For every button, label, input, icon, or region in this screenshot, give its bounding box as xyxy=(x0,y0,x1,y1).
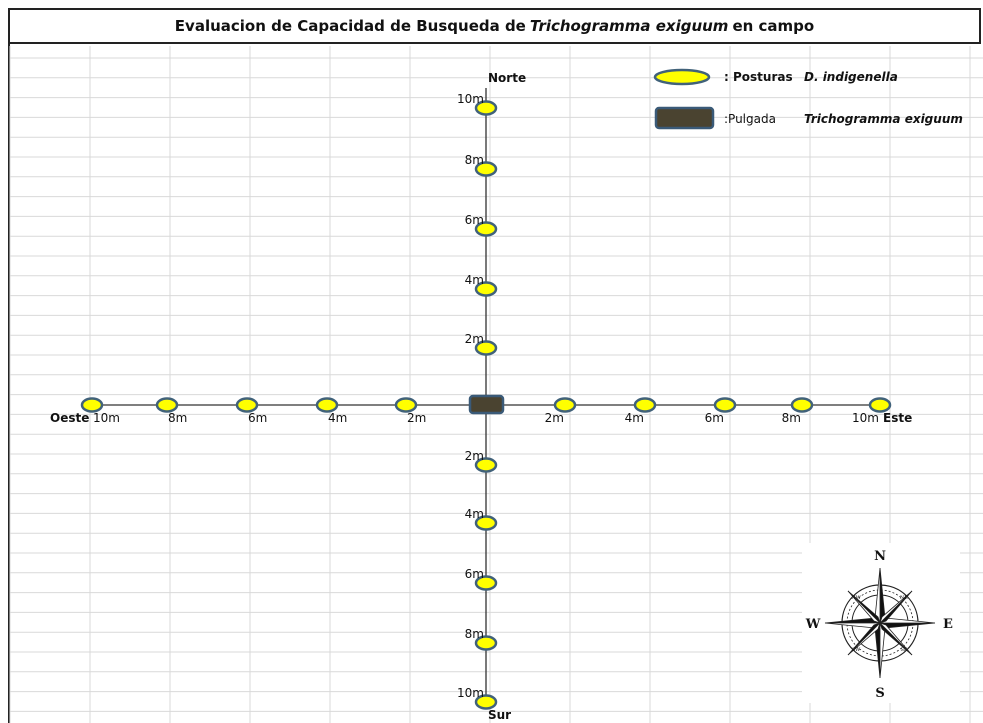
distance-label-north-3: 6m xyxy=(465,213,484,227)
distance-labels: 2m 4m 6m 8m 10m 2m 4m 6m 8m 10m 2m 4m 6m 8m 10m 2m 4m 6m 8… xyxy=(93,92,879,700)
egg-marker-south-4 xyxy=(474,635,498,651)
distance-label-north-2: 4m xyxy=(465,273,484,287)
distance-label-east-3: 6m xyxy=(705,411,724,425)
distance-label-south-4: 8m xyxy=(465,627,484,641)
title-prefix: Evaluacion de Capacidad de Busqueda de xyxy=(174,17,526,35)
distance-label-east-4: 8m xyxy=(782,411,801,425)
title-species: Trichogramma exiguum xyxy=(529,17,729,35)
legend-release-species: Trichogramma exiguum xyxy=(804,112,963,126)
release-point-marker xyxy=(468,394,505,415)
distance-label-north-1: 2m xyxy=(465,332,484,346)
distance-label-west-4: 8m xyxy=(168,411,187,425)
egg-marker-south-1 xyxy=(474,457,498,473)
compass-s-label: S xyxy=(875,686,884,701)
egg-marker-west-2 xyxy=(315,397,339,413)
compass-n-label: N xyxy=(874,549,886,564)
north-label: Norte xyxy=(488,71,526,85)
south-label: Sur xyxy=(488,708,511,722)
distance-label-south-1: 2m xyxy=(465,449,484,463)
distance-label-south-5: 10m xyxy=(457,686,484,700)
sheet-left-border xyxy=(8,44,10,723)
distance-label-north-4: 8m xyxy=(465,153,484,167)
egg-marker-north-5 xyxy=(474,100,498,116)
compass-w-label: W xyxy=(805,617,821,632)
egg-marker-west-4 xyxy=(155,397,179,413)
distance-label-west-1: 2m xyxy=(407,411,426,425)
compass-nw-label: NW xyxy=(851,595,861,601)
egg-marker-west-3 xyxy=(235,397,259,413)
legend-egg-icon xyxy=(653,68,711,86)
legend-release-label: :Pulgada xyxy=(724,112,776,126)
egg-marker-south-5 xyxy=(474,694,498,710)
egg-marker-west-5 xyxy=(80,397,104,413)
distance-label-south-2: 4m xyxy=(465,507,484,521)
egg-marker-north-1 xyxy=(474,340,498,356)
egg-marker-east-4 xyxy=(790,397,814,413)
distance-label-east-5: 10m xyxy=(852,411,879,425)
egg-marker-south-2 xyxy=(474,515,498,531)
compass-e-label: E xyxy=(943,617,953,632)
legend-release-icon xyxy=(654,106,715,130)
legend-eggs-label: : Posturas xyxy=(724,70,793,84)
distance-label-south-3: 6m xyxy=(465,567,484,581)
egg-marker-west-1 xyxy=(394,397,418,413)
egg-marker-east-1 xyxy=(553,397,577,413)
title-bar: Evaluacion de Capacidad de Busqueda de T… xyxy=(8,8,981,44)
egg-marker-east-3 xyxy=(713,397,737,413)
compass-se-label: SE xyxy=(900,647,907,653)
egg-marker-east-2 xyxy=(633,397,657,413)
egg-marker-south-3 xyxy=(474,575,498,591)
east-label: Este xyxy=(883,411,912,425)
compass-sw-label: SW xyxy=(852,647,861,653)
distance-label-east-2: 4m xyxy=(625,411,644,425)
egg-marker-north-3 xyxy=(474,221,498,237)
legend-eggs-species: D. indigenella xyxy=(804,70,898,84)
egg-markers xyxy=(80,100,892,710)
distance-label-west-5: 10m xyxy=(93,411,120,425)
egg-marker-north-2 xyxy=(474,281,498,297)
distance-label-east-1: 2m xyxy=(545,411,564,425)
egg-marker-north-4 xyxy=(474,161,498,177)
distance-label-west-2: 4m xyxy=(328,411,347,425)
distance-label-west-3: 6m xyxy=(248,411,267,425)
compass-ne-label: NE xyxy=(900,595,908,601)
compass-rose-icon: N S E W NE NW SE SW xyxy=(802,543,960,703)
west-label: Oeste xyxy=(50,411,89,425)
title-suffix: en campo xyxy=(732,17,815,35)
egg-marker-east-5 xyxy=(868,397,892,413)
distance-label-north-5: 10m xyxy=(457,92,484,106)
